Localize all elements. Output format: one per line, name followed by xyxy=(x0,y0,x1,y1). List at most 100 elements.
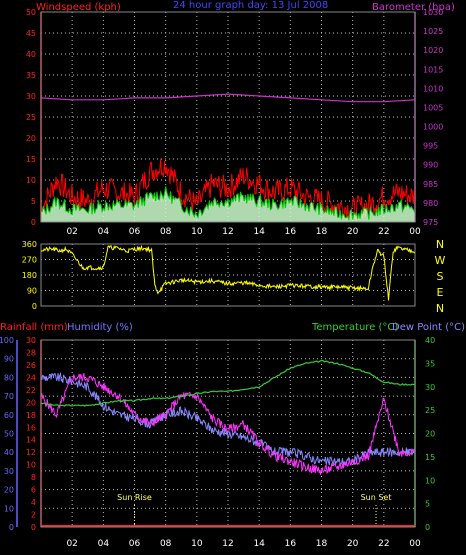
compass-label: N xyxy=(436,238,444,251)
humidity-y-tick: 100 xyxy=(0,336,14,345)
dewpoint-label: Dew Point (°C) xyxy=(392,322,465,333)
temperature-y-tick: 10 xyxy=(425,476,435,485)
direction-axis: 360 270 180 90 0 xyxy=(22,240,37,311)
wind-y-tick: 25 xyxy=(26,113,36,122)
direction-y-tick: 270 xyxy=(22,256,37,265)
wind-x-tick: 12 xyxy=(222,227,233,237)
rain-y-tick: 12 xyxy=(26,448,36,457)
wind-y-tick: 15 xyxy=(26,155,36,164)
rain-y-tick: 0 xyxy=(31,523,36,532)
wind-x-tick: 18 xyxy=(316,227,328,237)
temp-x-tick: 10 xyxy=(191,539,203,549)
humidity-label: Humidity (%) xyxy=(67,322,133,333)
wind-y-tick: 5 xyxy=(31,197,36,206)
barometer-y-tick: 980 xyxy=(423,199,438,208)
barometer-y-tick: 995 xyxy=(423,142,438,151)
wind-x-tick: 02 xyxy=(66,227,77,237)
direction-frame xyxy=(40,243,416,307)
rain-y-tick: 6 xyxy=(31,486,36,495)
wind-y-tick: 50 xyxy=(26,8,36,17)
barometer-line xyxy=(40,93,416,103)
temp-frame xyxy=(40,339,416,528)
direction-y-tick: 90 xyxy=(27,287,37,296)
humidity-axis: 0 10 20 30 40 50 60 70 80 90 100 xyxy=(0,336,18,532)
windspeed-label: Windspeed (kph) xyxy=(36,2,121,13)
humidity-line xyxy=(40,373,416,475)
barometer-label: Barometer (hpa) xyxy=(372,2,455,13)
wind-gust-line xyxy=(40,158,416,222)
rain-y-tick: 28 xyxy=(26,348,36,357)
temperature-y-tick: 20 xyxy=(425,430,435,439)
temp-x-tick: 18 xyxy=(316,539,328,549)
wind-x-axis: 02 04 06 08 10 12 14 16 18 20 22 00 xyxy=(66,227,421,237)
sunset-label: Sun Set xyxy=(361,493,392,502)
temp-x-tick: 02 xyxy=(66,539,77,549)
temp-x-tick: 12 xyxy=(222,539,233,549)
temp-x-tick: 04 xyxy=(98,539,110,549)
wind-y-tick: 45 xyxy=(26,29,36,38)
compass-label: W xyxy=(435,254,446,267)
sunrise-label: Sun Rise xyxy=(117,493,152,502)
temperature-line xyxy=(40,359,416,407)
wind-y-tick: 40 xyxy=(26,50,36,59)
wind-x-tick: 22 xyxy=(378,227,389,237)
barometer-y-tick: 985 xyxy=(423,180,438,189)
temp-x-tick: 16 xyxy=(285,539,297,549)
wind-average-line xyxy=(40,186,416,222)
barometer-y-tick: 990 xyxy=(423,161,438,170)
temp-x-tick: 22 xyxy=(378,539,389,549)
rain-y-tick: 2 xyxy=(31,511,36,520)
temp-x-axis: 02 04 06 08 10 12 14 16 18 20 22 00 xyxy=(66,539,421,549)
wind-direction-line xyxy=(40,244,416,301)
temperature-y-tick: 5 xyxy=(425,500,430,509)
compass-label: S xyxy=(437,270,444,283)
wind-y-tick: 30 xyxy=(26,92,36,101)
humidity-y-tick: 20 xyxy=(4,486,14,495)
humidity-y-tick: 70 xyxy=(4,392,14,401)
temperature-y-tick: 25 xyxy=(425,406,435,415)
rainfall-label: Rainfall (mm) xyxy=(0,322,68,333)
wind-y-tick: 0 xyxy=(31,218,36,227)
rain-y-tick: 26 xyxy=(26,361,36,370)
compass-label: E xyxy=(437,286,444,299)
barometer-y-tick: 1025 xyxy=(423,27,443,36)
wind-y-tick: 10 xyxy=(26,176,36,185)
compass-label: N xyxy=(436,302,444,315)
barometer-y-tick: 1015 xyxy=(423,65,443,74)
wind-x-tick: 20 xyxy=(347,227,359,237)
barometer-y-tick: 975 xyxy=(423,218,438,227)
wind-x-tick: 14 xyxy=(253,227,265,237)
temp-x-tick: 14 xyxy=(253,539,265,549)
wind-x-tick: 00 xyxy=(409,227,421,237)
temp-x-tick: 08 xyxy=(160,539,172,549)
barometer-y-tick: 1030 xyxy=(423,8,443,17)
temperature-y-tick: 0 xyxy=(425,523,430,532)
humidity-y-tick: 30 xyxy=(4,467,14,476)
rain-y-tick: 18 xyxy=(26,411,36,420)
humidity-y-tick: 80 xyxy=(4,373,14,382)
wind-x-tick: 10 xyxy=(191,227,203,237)
humidity-y-tick: 10 xyxy=(4,504,14,513)
wind-frame xyxy=(40,11,416,223)
direction-y-tick: 360 xyxy=(22,240,37,249)
humidity-y-tick: 60 xyxy=(4,411,14,420)
barometer-y-tick: 1005 xyxy=(423,103,443,112)
temp-x-tick: 00 xyxy=(409,539,421,549)
wind-y-tick: 35 xyxy=(26,71,36,80)
rain-y-tick: 22 xyxy=(26,386,36,395)
wind-y-tick: 20 xyxy=(26,134,36,143)
wind-x-tick: 06 xyxy=(129,227,141,237)
barometer-y-tick: 1010 xyxy=(423,84,443,93)
rain-y-tick: 4 xyxy=(31,498,36,507)
wind-x-tick: 04 xyxy=(98,227,110,237)
wind-x-tick: 16 xyxy=(285,227,297,237)
temperature-y-tick: 35 xyxy=(425,359,435,368)
humidity-y-tick: 50 xyxy=(4,430,14,439)
sun-markers: Sun Rise Sun Set xyxy=(117,493,391,527)
temp-x-tick: 20 xyxy=(347,539,359,549)
